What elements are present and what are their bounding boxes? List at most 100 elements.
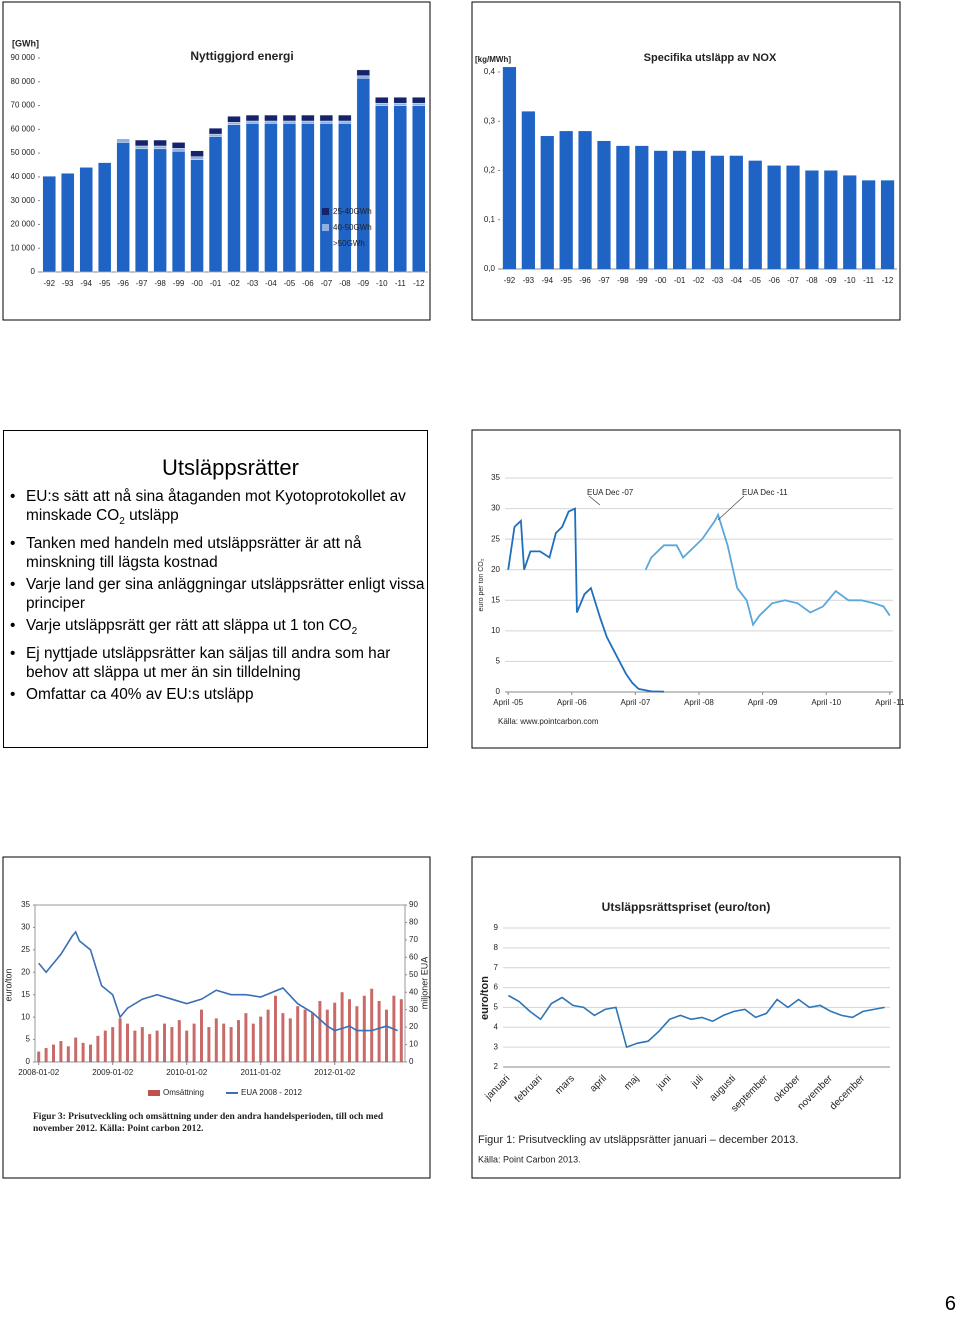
x-tick-label: juli [689, 1073, 706, 1090]
bar-segment [79, 167, 93, 273]
x-tick-label: -92 [43, 279, 55, 288]
y-tick-label: 9 [494, 923, 499, 932]
bar-segment [245, 120, 260, 124]
x-tick-label: -09 [825, 276, 837, 285]
bar-segment [375, 102, 389, 106]
bar-segment [319, 114, 334, 122]
bar [185, 1030, 189, 1062]
bar-segment [171, 142, 186, 149]
bar-segment [282, 120, 297, 124]
x-tick-label: -94 [541, 276, 553, 285]
bar-segment [412, 102, 426, 106]
unit: [kg/MWh] [475, 55, 511, 64]
bar [540, 136, 554, 269]
bar-segment [227, 116, 241, 123]
bar [288, 1018, 292, 1062]
x-tick-label: -12 [413, 279, 425, 288]
bar-segment [97, 162, 112, 273]
bullet-text: Varje utsläppsrätt ger rätt att släppa u… [26, 617, 352, 635]
bar [74, 1037, 78, 1062]
bar [385, 1009, 388, 1062]
caption: Figur 1: Prisutveckling av utsläppsrätte… [478, 1134, 798, 1146]
x-tick-label: -93 [62, 279, 74, 288]
bar [296, 1006, 300, 1062]
y-tick-label: 10 [491, 626, 500, 635]
bar-segment [264, 114, 278, 122]
x-tick-label: april [588, 1073, 609, 1094]
bar-segment [208, 136, 223, 273]
legend-swatch [322, 224, 329, 231]
y-tick-label: 4 [494, 1022, 499, 1031]
bar-segment [116, 138, 130, 143]
bar [140, 1027, 144, 1062]
bar-segment [227, 121, 241, 125]
bar-segment [227, 124, 241, 273]
x-tick-label: April -09 [748, 698, 778, 707]
bar [177, 1020, 181, 1062]
x-tick-label: -01 [674, 276, 686, 285]
leader-line [588, 495, 601, 506]
y-tick-label: 10 000 [11, 243, 36, 252]
y-tick-label: 0,0 [484, 264, 496, 273]
bullet: EU:s sätt att nå sina åtaganden mot Kyot… [10, 487, 427, 531]
bar [66, 1046, 70, 1062]
bar [133, 1030, 137, 1062]
line [38, 930, 398, 1032]
bar-segment [245, 123, 260, 273]
bullet-text: utsläpp [124, 507, 179, 524]
bar [824, 170, 838, 269]
bar-segment [61, 173, 75, 273]
x-tick-label: 2012-01-02 [314, 1068, 355, 1077]
x-tick-label: -02 [228, 279, 240, 288]
bullet-list: EU:s sätt att nå sina åtaganden mot Kyot… [4, 487, 427, 704]
y-tick-label: 3 [494, 1042, 499, 1051]
x-tick-label: juni [654, 1073, 674, 1093]
bar [163, 1023, 166, 1062]
source: Källa: www.pointcarbon.com [498, 717, 599, 726]
y-tick-label: 30 [491, 504, 500, 513]
bar [654, 150, 668, 269]
bar [214, 1018, 218, 1062]
x-tick-label: -08 [339, 279, 351, 288]
x-tick-label: mars [553, 1073, 577, 1097]
bar [155, 1030, 159, 1062]
x-tick-label: -07 [321, 279, 333, 288]
bar [597, 140, 611, 269]
x-tick-label: -08 [806, 276, 818, 285]
x-tick-label: maj [622, 1073, 641, 1092]
x-tick-label: 2010-01-02 [166, 1068, 207, 1077]
bar-segment [153, 148, 167, 273]
x-tick-label: -03 [247, 279, 259, 288]
x-tick-label: -10 [376, 279, 388, 288]
x-tick-label: oktober [771, 1073, 803, 1105]
x-tick-label: -94 [80, 279, 92, 288]
bar-segment [134, 145, 149, 150]
bar [348, 999, 351, 1062]
bar-segment [412, 97, 426, 104]
series-label: EUA Dec -07 [587, 488, 634, 497]
bar [767, 165, 781, 269]
y-tick-label: 10 [21, 1012, 30, 1021]
bar-segment [356, 69, 371, 77]
bar-segment [190, 150, 204, 157]
legend-label: Omsättning [163, 1088, 204, 1097]
x-tick-label: -06 [302, 279, 314, 288]
y-tick-label: 20 [409, 1022, 418, 1031]
x-tick-label: April -10 [811, 698, 841, 707]
y-tick-label: 25 [21, 945, 30, 954]
ylabel: euro/ton [3, 968, 13, 1001]
bar-segment [375, 105, 389, 273]
x-tick-label: -92 [504, 276, 516, 285]
x-tick-label: -05 [284, 279, 296, 288]
bar [118, 1018, 122, 1062]
bar [148, 1034, 152, 1062]
x-tick-label: 2009-01-02 [92, 1068, 133, 1077]
bar-segment [301, 114, 315, 122]
subscript: 2 [351, 626, 358, 638]
text-slide: Utsläppsrätter EU:s sätt att nå sina åta… [3, 430, 428, 748]
bar-segment [282, 123, 297, 273]
bar [616, 145, 630, 269]
y-tick-label: 20 000 [11, 220, 36, 229]
x-tick-label: -07 [787, 276, 799, 285]
bar [729, 155, 743, 269]
